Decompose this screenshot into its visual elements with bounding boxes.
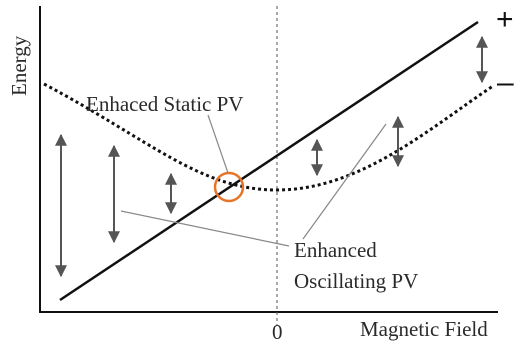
static-pv-pointer: [207, 114, 229, 174]
y-axis-label: Energy: [7, 35, 31, 96]
oscillating-pv-pointer-left: [120, 210, 290, 247]
minus-energy-curve: [43, 82, 494, 192]
oscillating-pv-pointer-right: [302, 123, 387, 240]
minus-sign: –: [497, 66, 514, 99]
static-pv-label: Enhaced Static PV: [86, 92, 243, 116]
crossing-highlight-circle: [213, 171, 245, 203]
plus-energy-line: [59, 20, 479, 302]
plus-sign: +: [496, 3, 514, 36]
zero-tick-label: 0: [272, 320, 283, 344]
oscillating-pv-label-line2: Oscillating PV: [294, 269, 418, 293]
oscillating-pv-label-line1: Enhanced: [294, 238, 377, 262]
x-axis-label: Magnetic Field: [360, 317, 488, 341]
